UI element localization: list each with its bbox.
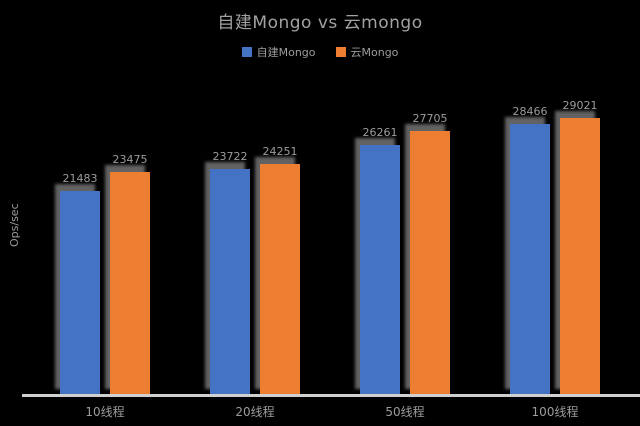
y-axis-label: Ops/sec (8, 203, 21, 247)
x-axis-label-0: 10线程 (85, 405, 125, 419)
bar-s0-c1 (210, 169, 250, 396)
bar-wrap-s1-c1: 24251 (260, 90, 300, 396)
bar-wrap-s0-c1: 23722 (210, 90, 250, 396)
bar-value-label-s1-c1: 24251 (262, 145, 298, 158)
bar-wrap-s1-c2: 27705 (410, 90, 450, 396)
legend-label-self-mongo: 自建Mongo (256, 46, 316, 59)
bar-s1-c3 (560, 118, 600, 396)
x-axis-label-1: 20线程 (235, 405, 275, 419)
bar-value-label-s0-c1: 23722 (212, 150, 248, 163)
x-axis-label-3: 100线程 (531, 405, 579, 419)
x-axis-labels: 10线程 20线程 50线程 100线程 (30, 403, 630, 420)
bar-group-1: 23722 24251 (180, 90, 330, 396)
bar-value-label-s0-c0: 21483 (62, 172, 98, 185)
legend: 自建Mongo 云Mongo (0, 44, 640, 60)
plot-area: 21483 23475 23722 24251 26261 27705 28466 29021 (30, 90, 630, 396)
bar-s1-c2 (410, 131, 450, 396)
bar-s0-c3 (510, 124, 550, 396)
bar-s1-c0 (110, 172, 150, 396)
chart-title: 自建Mongo vs 云mongo (217, 13, 423, 33)
bar-group-2: 26261 27705 (330, 90, 480, 396)
legend-swatch-self-mongo (241, 47, 252, 57)
bar-value-label-s1-c2: 27705 (412, 112, 448, 125)
bar-wrap-s1-c3: 29021 (560, 90, 600, 396)
bar-value-label-s1-c0: 23475 (112, 153, 148, 166)
bar-group-0: 21483 23475 (30, 90, 180, 396)
bar-s1-c1 (260, 164, 300, 396)
bar-wrap-s0-c0: 21483 (60, 90, 100, 396)
bar-wrap-s0-c3: 28466 (510, 90, 550, 396)
legend-swatch-cloud-mongo (335, 47, 346, 57)
x-axis-line (22, 394, 640, 397)
bar-wrap-s1-c0: 23475 (110, 90, 150, 396)
bar-value-label-s0-c3: 28466 (512, 105, 548, 118)
x-axis-label-2: 50线程 (385, 405, 425, 419)
legend-label-cloud-mongo: 云Mongo (350, 46, 399, 59)
bar-s0-c2 (360, 145, 400, 396)
bar-s0-c0 (60, 191, 100, 396)
bar-value-label-s0-c2: 26261 (362, 126, 398, 139)
legend-item-self-mongo: 自建Mongo (241, 44, 316, 60)
legend-item-cloud-mongo: 云Mongo (335, 44, 399, 60)
bar-wrap-s0-c2: 26261 (360, 90, 400, 396)
bar-group-3: 28466 29021 (480, 90, 630, 396)
bar-value-label-s1-c3: 29021 (562, 99, 598, 112)
